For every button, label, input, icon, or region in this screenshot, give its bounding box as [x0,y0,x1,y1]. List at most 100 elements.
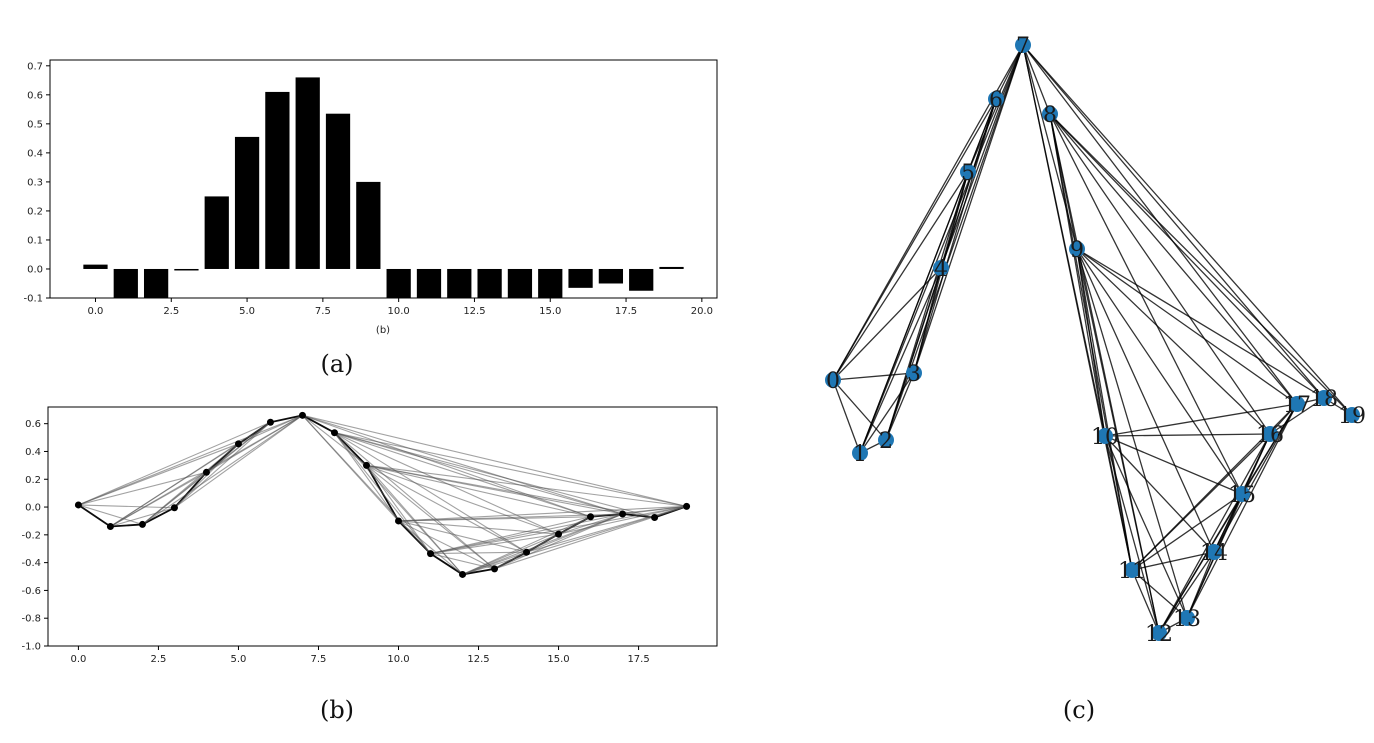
edge [1158,433,1271,634]
x-axis-label: (b) [376,325,390,336]
bar [659,266,684,269]
x-tick-label: 5.0 [239,306,255,317]
bar [629,268,654,291]
bar [477,268,502,298]
point [587,513,595,521]
edge [1049,113,1271,435]
edge [885,372,915,441]
edge [302,414,431,554]
point [395,517,403,525]
edge [142,506,175,526]
node [1097,428,1113,444]
edge [1076,248,1188,619]
edge [398,513,623,522]
edge [334,432,431,554]
node-label: 9 [1070,238,1084,263]
edge [1076,248,1215,553]
edge [334,432,623,515]
edge [1076,248,1106,437]
bar [265,91,290,269]
edge [78,504,143,525]
edge [832,171,969,381]
x-tick-label: 2.5 [150,654,166,665]
node-label: 5 [961,161,975,186]
edge [1022,44,1051,115]
caption-b: (b) [320,696,354,724]
edge [398,520,463,575]
edge [366,464,687,507]
edge [78,421,271,506]
edge [940,44,1024,269]
x-tick-label: 15.0 [539,306,561,317]
edge [913,98,997,374]
caption-a: (a) [320,350,353,378]
plot-frame [47,406,718,647]
x-tick-label: 17.5 [615,306,637,317]
node [1042,106,1058,122]
edge [78,414,303,506]
edges [77,414,687,576]
x-tick-label: 0.0 [88,306,104,317]
edge [1213,403,1298,553]
point [523,548,531,556]
edge [1131,569,1188,619]
edge [366,464,655,519]
x-tick-label: 7.5 [311,654,327,665]
y-tick-label: 0.5 [27,119,43,130]
edge [859,44,1024,454]
edge [967,44,1024,173]
x-tick-label: 10.0 [388,306,410,317]
edge [1241,433,1271,495]
edge [1022,44,1325,399]
edges [832,44,1353,634]
edge [334,432,495,570]
node [1262,426,1278,442]
point [202,468,210,476]
edge [1241,403,1298,495]
node [878,432,894,448]
y-tick-label: -0.2 [21,530,41,541]
node [1206,544,1222,560]
edge [995,44,1024,100]
edge [1076,248,1243,495]
node [1015,37,1031,53]
point [138,520,146,528]
edge [1104,403,1298,437]
y-tick-label: -0.1 [23,294,43,305]
points [74,411,691,578]
y-tick-label: 0.4 [25,447,41,458]
point [651,513,659,521]
caption-c: (c) [1063,696,1095,724]
edge [334,432,655,518]
bar [416,268,442,298]
edge [366,464,559,535]
x-tick-label: 17.5 [627,654,649,665]
edge [462,516,591,575]
point [170,504,178,512]
edge [430,552,464,576]
node-label: 7 [1016,34,1030,59]
y-tick-label: 0.6 [27,90,43,101]
node [960,164,976,180]
point [459,570,467,578]
bar [113,268,138,298]
node-label: 17 [1283,393,1311,418]
y-tick-label: 0.3 [27,177,43,188]
edge [366,464,591,518]
edge [430,516,591,555]
node-label: 14 [1200,541,1228,566]
x-tick-label: 7.5 [315,306,331,317]
y-tick-label: 0.2 [27,206,43,217]
edge [494,513,623,570]
edge [430,533,559,555]
node [906,365,922,381]
edge [238,414,303,445]
node-label: 18 [1310,387,1338,412]
point [362,461,370,469]
edge [366,464,495,570]
bar [295,77,320,269]
node [1179,610,1195,626]
edge [302,414,591,518]
